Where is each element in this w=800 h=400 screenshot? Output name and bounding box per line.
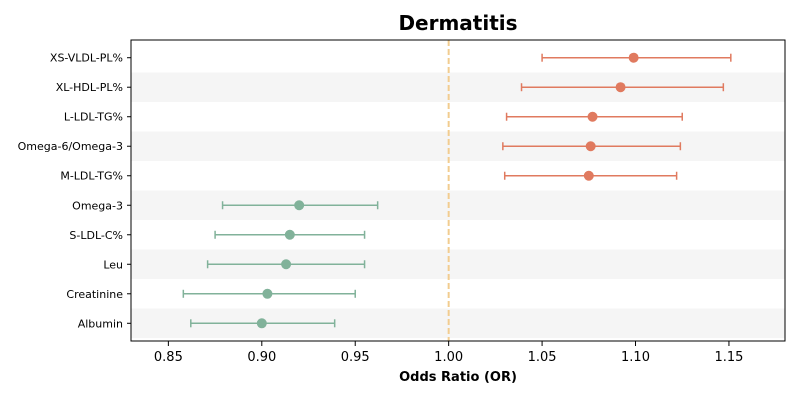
y-tick-label: Leu: [103, 258, 123, 271]
or-point: [281, 259, 292, 270]
forest-row: [503, 170, 678, 181]
forest-row: [221, 200, 379, 211]
y-axis: XS-VLDL-PL% XL-HDL-PL% L-LDL-TG% Omega-6/Om…: [18, 52, 131, 330]
x-tick-label: 0.95: [341, 350, 370, 365]
forest-row: [182, 288, 356, 299]
x-axis-label: Odds Ratio (OR): [399, 370, 517, 385]
x-tick-label: 0.90: [247, 350, 276, 365]
row-band: [131, 131, 785, 161]
x-tick-label: 1.00: [434, 350, 463, 365]
y-tick-label: L-LDL-TG%: [64, 111, 123, 124]
x-tick-label: 1.05: [528, 350, 557, 365]
or-point: [262, 288, 273, 299]
or-point: [256, 318, 267, 329]
chart-title: Dermatitis: [398, 11, 517, 35]
forest-row: [214, 229, 366, 240]
or-point: [284, 229, 295, 240]
forest-row: [190, 318, 336, 329]
forest-row: [520, 82, 725, 93]
or-point: [585, 141, 596, 152]
forest-row: [505, 111, 683, 122]
y-tick-label: XL-HDL-PL%: [56, 81, 123, 94]
or-point: [615, 82, 626, 93]
y-tick-label: Omega-6/Omega-3: [18, 140, 123, 153]
plot-frame: [130, 39, 786, 342]
y-tick-label: S-LDL-C%: [69, 229, 123, 242]
or-point: [628, 52, 639, 63]
x-tick-label: 1.15: [714, 350, 743, 365]
forest-row: [502, 141, 682, 152]
x-tick-label: 0.85: [154, 350, 183, 365]
y-tick-label: M-LDL-TG%: [60, 170, 123, 183]
data-marks: [182, 52, 732, 329]
y-tick-label: Omega-3: [72, 199, 123, 212]
forest-row: [206, 259, 366, 270]
x-axis: 0.85 0.90 0.95 1.00 1.05 1.10 1.15: [154, 341, 743, 365]
or-point: [587, 111, 598, 122]
forest-row: [541, 52, 732, 63]
or-point: [583, 170, 594, 181]
y-tick-label: Albumin: [78, 317, 123, 330]
y-tick-label: Creatinine: [66, 288, 123, 301]
x-tick-label: 1.10: [621, 350, 650, 365]
or-point: [294, 200, 305, 211]
y-tick-label: XS-VLDL-PL%: [50, 52, 123, 65]
